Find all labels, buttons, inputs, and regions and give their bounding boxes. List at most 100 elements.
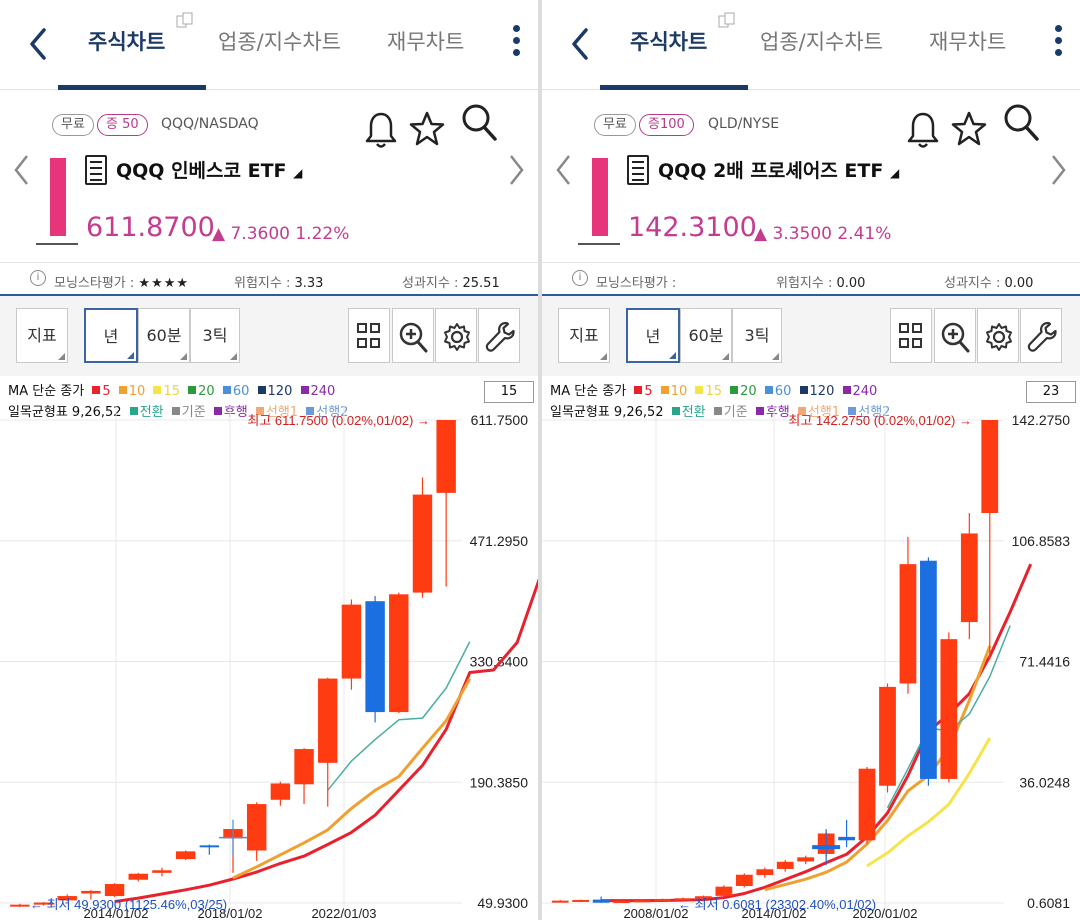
section-divider [0, 294, 538, 296]
candle-body [633, 900, 651, 903]
ma-line-5 [601, 563, 1033, 903]
info-icon[interactable]: i [572, 270, 588, 286]
ma-legend[interactable]: MA 단순 종가 5 10 15 20 60 120 240 [8, 384, 336, 399]
period-year-button[interactable]: 년 [626, 308, 680, 363]
period-60min-button[interactable]: 60분 [680, 308, 732, 363]
search-icon[interactable] [460, 102, 500, 144]
info-icon[interactable]: i [30, 270, 46, 286]
top-nav: 주식차트 업종/지수차트 재무차트 [0, 0, 538, 90]
ma-legend-item: 15 [695, 384, 722, 399]
ma-line-5 [114, 578, 538, 904]
gear-icon [444, 323, 470, 351]
layout-grid-button[interactable] [890, 308, 932, 363]
ma-legend-item: 10 [118, 384, 145, 399]
next-stock-arrow-icon[interactable] [504, 150, 528, 190]
x-tick-label: 2014/01/02 [741, 906, 806, 920]
risk-index: 위험지수 : 0.00 [776, 276, 866, 291]
risk-index: 위험지수 : 3.33 [234, 276, 324, 291]
more-menu-icon[interactable] [505, 22, 527, 66]
period-60min-button[interactable]: 60분 [138, 308, 190, 363]
x-tick-label: 2014/01/02 [83, 906, 148, 920]
candle-body [199, 845, 220, 848]
candle-count-box[interactable]: 15 [484, 381, 534, 403]
candle-body [294, 749, 314, 785]
zoom-button[interactable] [392, 308, 434, 363]
ma-legend-item: 60 [764, 384, 791, 399]
back-arrow-icon[interactable] [564, 22, 598, 66]
period-year-button[interactable]: 년 [84, 308, 138, 363]
stock-name[interactable]: QQQ 2배 프로셰어즈 ETF ◢ [658, 160, 900, 182]
candle-body [152, 870, 172, 873]
candle-body [899, 564, 917, 684]
candle-body [270, 783, 291, 800]
chart-toolbar: 지표 년 60분 3틱 [0, 296, 538, 376]
y-tick-label: 471.2950 [470, 533, 529, 549]
tools-button[interactable] [1020, 308, 1062, 363]
x-tick-label: 2022/01/03 [311, 906, 376, 920]
split-window-icon [176, 12, 193, 28]
margin-badge: 증 50 [97, 114, 148, 136]
price-change: ▲ 7.3600 1.22% [212, 224, 350, 244]
candle-body [735, 874, 753, 886]
price-range-base [578, 243, 620, 245]
wrench-icon [1027, 321, 1057, 352]
candle-body [981, 420, 999, 513]
star-icon[interactable] [951, 110, 987, 148]
candlestick-chart[interactable]: 142.2750 106.8583 71.4416 36.0248 0.6081 2008… [542, 376, 1080, 920]
star-icon[interactable] [409, 110, 445, 148]
candle-count-box[interactable]: 23 [1026, 381, 1076, 403]
document-icon[interactable] [627, 155, 649, 185]
tools-button[interactable] [478, 308, 520, 363]
section-divider [542, 294, 1080, 296]
indicator-button[interactable]: 지표 [16, 308, 68, 363]
stock-name[interactable]: QQQ 인베스코 ETF ◢ [116, 160, 303, 182]
previous-stock-arrow-icon[interactable] [10, 150, 34, 190]
ichimoku-legend-item: 기준 [171, 405, 206, 420]
candle-body [104, 884, 125, 897]
candlestick-chart[interactable]: 611.7500471.2950330.8400190.385049.93002… [0, 376, 538, 920]
zoom-in-icon [941, 322, 970, 353]
tab-stock-chart[interactable]: 주식차트 [630, 30, 708, 54]
candle-body [920, 560, 937, 779]
candle-body [57, 896, 77, 901]
tab-finance-chart[interactable]: 재무차트 [387, 30, 465, 54]
performance-index: 성과지수 : 0.00 [944, 276, 1034, 291]
bell-icon[interactable] [906, 110, 940, 150]
candle-body [572, 899, 590, 902]
tab-finance-chart[interactable]: 재무차트 [929, 30, 1007, 54]
tab-sector-index-chart[interactable]: 업종/지수차트 [760, 30, 883, 54]
indicator-button[interactable]: 지표 [558, 308, 610, 363]
zoom-in-icon [399, 322, 428, 353]
previous-stock-arrow-icon[interactable] [552, 150, 576, 190]
more-menu-icon[interactable] [1047, 22, 1069, 66]
period-3tick-button[interactable]: 3틱 [190, 308, 240, 363]
tab-stock-chart[interactable]: 주식차트 [88, 30, 166, 54]
x-tick-label: 2020/01/02 [852, 906, 917, 920]
zoom-button[interactable] [934, 308, 976, 363]
bell-icon[interactable] [364, 110, 398, 150]
ma-legend-item: 120 [799, 384, 834, 399]
search-icon[interactable] [1002, 102, 1042, 144]
layout-grid-button[interactable] [348, 308, 390, 363]
document-icon[interactable] [85, 155, 107, 185]
tab-sector-index-chart[interactable]: 업종/지수차트 [218, 30, 341, 54]
next-stock-arrow-icon[interactable] [1046, 150, 1070, 190]
settings-button[interactable] [977, 308, 1019, 363]
candle-body [81, 890, 101, 894]
back-arrow-icon[interactable] [22, 22, 56, 66]
settings-button[interactable] [435, 308, 477, 363]
gear-icon [986, 323, 1012, 351]
candle-body [412, 494, 433, 593]
period-3tick-button[interactable]: 3틱 [732, 308, 782, 363]
ma-legend[interactable]: MA 단순 종가 5 10 15 20 60 120 240 [550, 384, 878, 399]
ma-legend-item: 240 [842, 384, 877, 399]
ma-line-15 [327, 641, 471, 791]
current-price: 611.8700 [86, 212, 215, 243]
candle-body [654, 899, 671, 902]
x-tick-label: 2008/01/02 [623, 906, 688, 920]
split-divider[interactable] [538, 0, 542, 920]
ichimoku-legend[interactable]: 일목균형표 9,26,52 전환 기준 후행 선행1 선행2 [550, 405, 891, 420]
ichimoku-legend[interactable]: 일목균형표 9,26,52 전환 기준 후행 선행1 선행2 [8, 405, 349, 420]
candle-body [341, 604, 362, 679]
